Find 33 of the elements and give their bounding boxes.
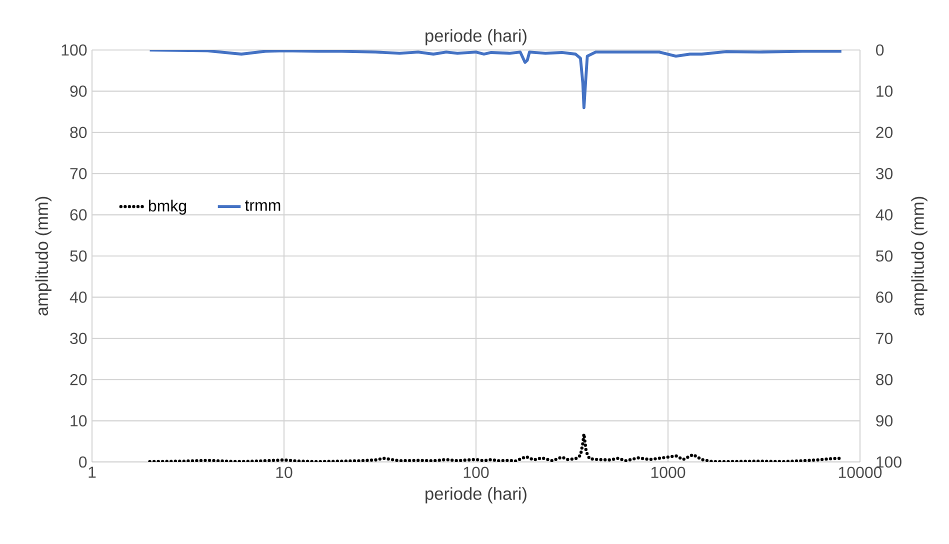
y2-tick-label: 40 <box>876 209 893 220</box>
y-tick-label: 50 <box>70 250 87 262</box>
y2-tick-label: 0 <box>876 44 884 56</box>
y-tick-label: 10 <box>70 415 87 426</box>
y2-tick-label: 30 <box>876 168 893 180</box>
x-tick-label: 1 <box>88 466 96 478</box>
y2-tick-label: 60 <box>876 292 893 303</box>
x-tick-label: 100 <box>464 466 489 478</box>
x2-axis-title: periode (hari) <box>426 29 526 46</box>
y2-tick-label: 90 <box>876 415 893 426</box>
y2-tick-label: 80 <box>876 374 893 386</box>
y-tick-label: 100 <box>62 44 87 56</box>
y2-tick-label: 100 <box>876 456 902 468</box>
y-tick-label: 20 <box>70 374 87 386</box>
y-tick-label: 60 <box>70 209 87 220</box>
y2-tick-label: 10 <box>876 86 893 97</box>
y2-axis-title: amplitudo (mm) <box>911 196 928 316</box>
x-axis-title: periode (hari) <box>426 487 526 504</box>
y-axis-title: amplitudo (mm) <box>35 196 52 316</box>
y-tick-label: 90 <box>70 86 87 97</box>
y-tick-label: 80 <box>70 126 87 138</box>
y-tick-label: 30 <box>70 332 87 344</box>
y-tick-label: 40 <box>70 292 87 303</box>
legend-label: trmm <box>245 200 280 211</box>
x-tick-label: 10000 <box>838 466 882 478</box>
x-tick-label: 10 <box>276 466 292 478</box>
y2-tick-label: 50 <box>876 250 893 262</box>
y-tick-label: 0 <box>79 456 87 468</box>
x-tick-label: 1000 <box>651 466 686 478</box>
y2-tick-label: 20 <box>876 126 893 138</box>
legend-label: bmkg <box>148 200 186 215</box>
y-tick-label: 70 <box>70 168 87 180</box>
y2-tick-label: 70 <box>876 332 893 344</box>
